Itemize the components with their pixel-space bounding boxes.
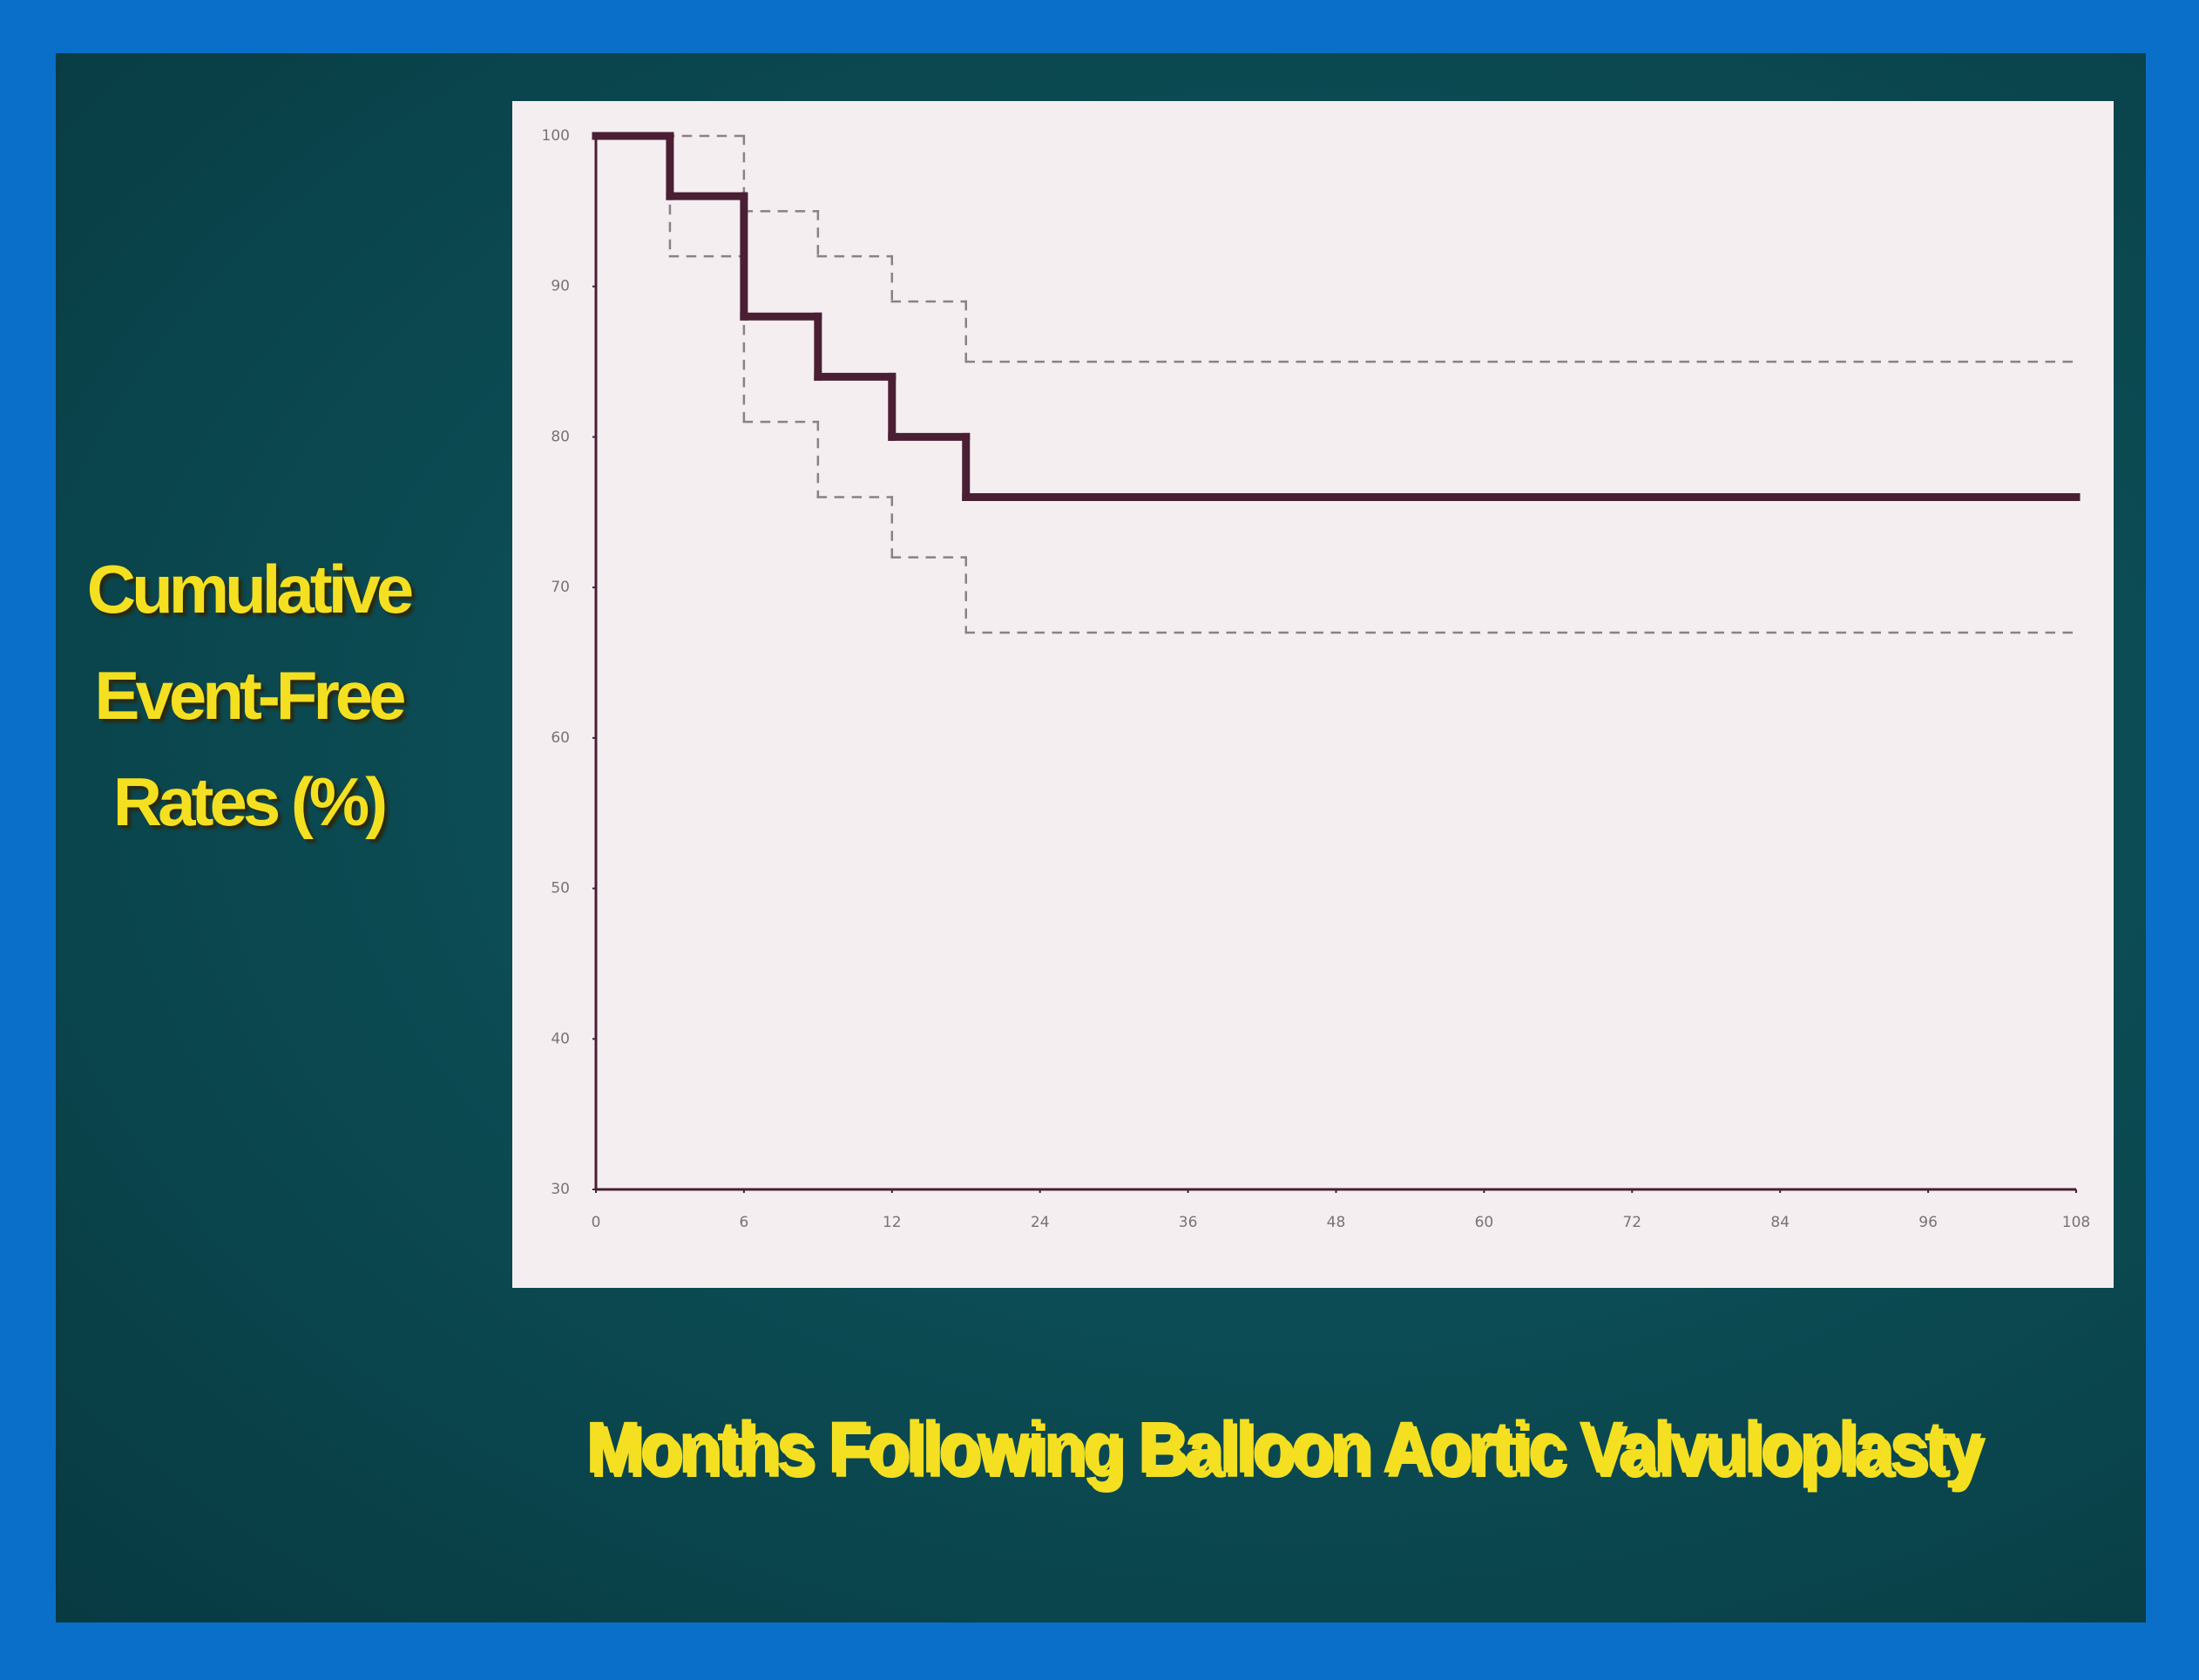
x-tick-label: 36 (1179, 1214, 1198, 1231)
x-tick-label: 96 (1918, 1214, 1938, 1231)
x-tick-label: 60 (1475, 1214, 1494, 1231)
x-tick-label: 108 (2062, 1214, 2090, 1231)
y-tick-label: 70 (551, 579, 570, 596)
y-axis-label: Cumulative Event-Free Rates (%) (86, 551, 414, 840)
x-axis-label: Months Following Balloon Aortic Valvulop… (585, 1406, 1982, 1488)
y-tick-label: 40 (551, 1030, 570, 1047)
y-tick-label: 90 (551, 278, 570, 295)
y-tick-label: 30 (551, 1181, 570, 1198)
plot-panel (512, 101, 2114, 1288)
x-tick-label: 84 (1770, 1214, 1790, 1231)
x-tick-label: 0 (592, 1214, 601, 1231)
x-tick-label: 12 (883, 1214, 902, 1231)
x-tick-label: 72 (1622, 1214, 1641, 1231)
x-tick-label: 24 (1031, 1214, 1050, 1231)
y-tick-label: 80 (551, 428, 570, 445)
y-tick-label: 60 (551, 729, 570, 747)
x-tick-label: 48 (1327, 1214, 1346, 1231)
y-tick-label: 100 (542, 127, 570, 145)
x-tick-label: 6 (739, 1214, 748, 1231)
y-tick-label: 50 (551, 880, 570, 898)
x-axis-label-shadow: Months Following Balloon Aortic Valvulop… (590, 1411, 1986, 1493)
